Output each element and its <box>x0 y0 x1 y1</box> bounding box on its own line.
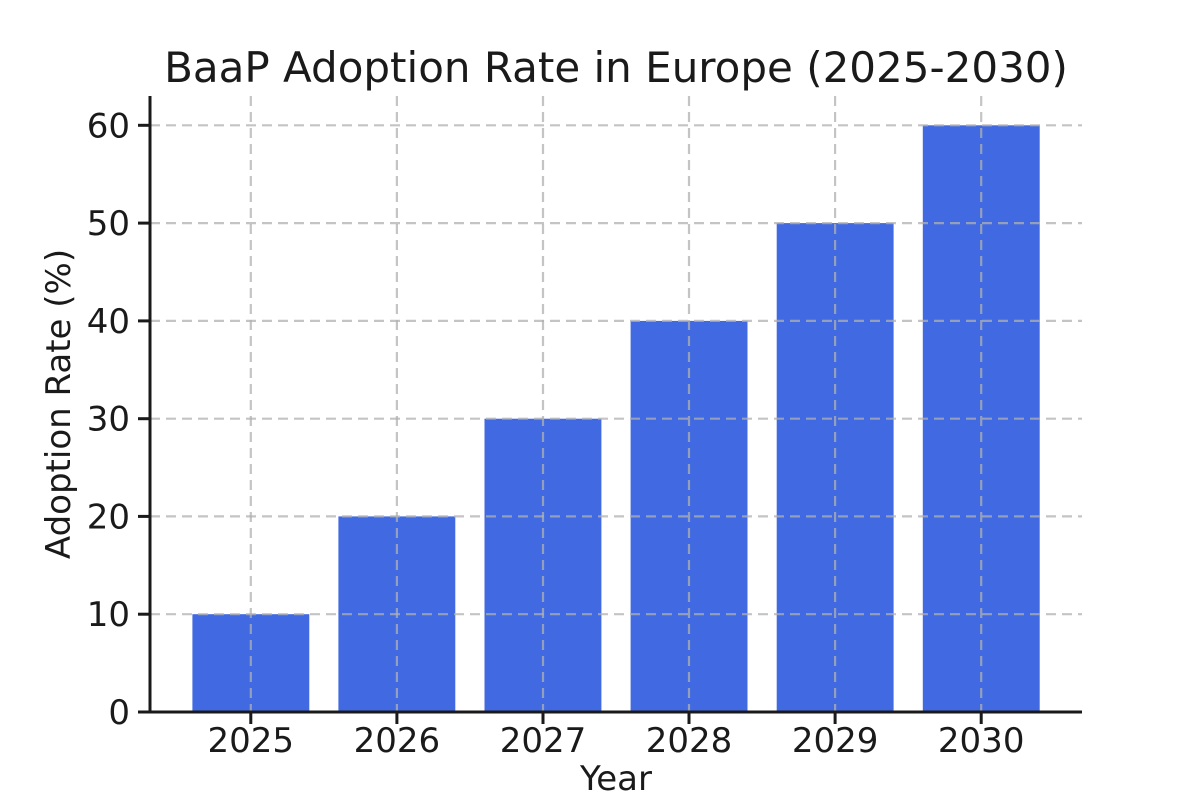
y-tick-label: 30 <box>87 400 130 440</box>
x-tick-label: 2026 <box>354 721 441 761</box>
gridlines-group <box>150 96 1082 712</box>
x-tick-label: 2027 <box>500 721 587 761</box>
y-tick-label: 10 <box>87 595 130 635</box>
y-tick-label: 50 <box>87 204 130 244</box>
y-axis-label: Adoption Rate (%) <box>39 249 79 559</box>
x-axis-label: Year <box>579 759 652 799</box>
x-tick-label: 2030 <box>938 721 1025 761</box>
y-tick-label: 20 <box>87 497 130 537</box>
x-tick-label: 2028 <box>646 721 733 761</box>
x-tick-label: 2029 <box>792 721 879 761</box>
x-tick-label: 2025 <box>208 721 295 761</box>
y-tick-label: 60 <box>87 106 130 146</box>
chart-title: BaaP Adoption Rate in Europe (2025-2030) <box>164 43 1068 92</box>
axes-group <box>138 96 1082 724</box>
y-tick-label: 40 <box>87 302 130 342</box>
y-tick-label: 0 <box>108 693 130 733</box>
